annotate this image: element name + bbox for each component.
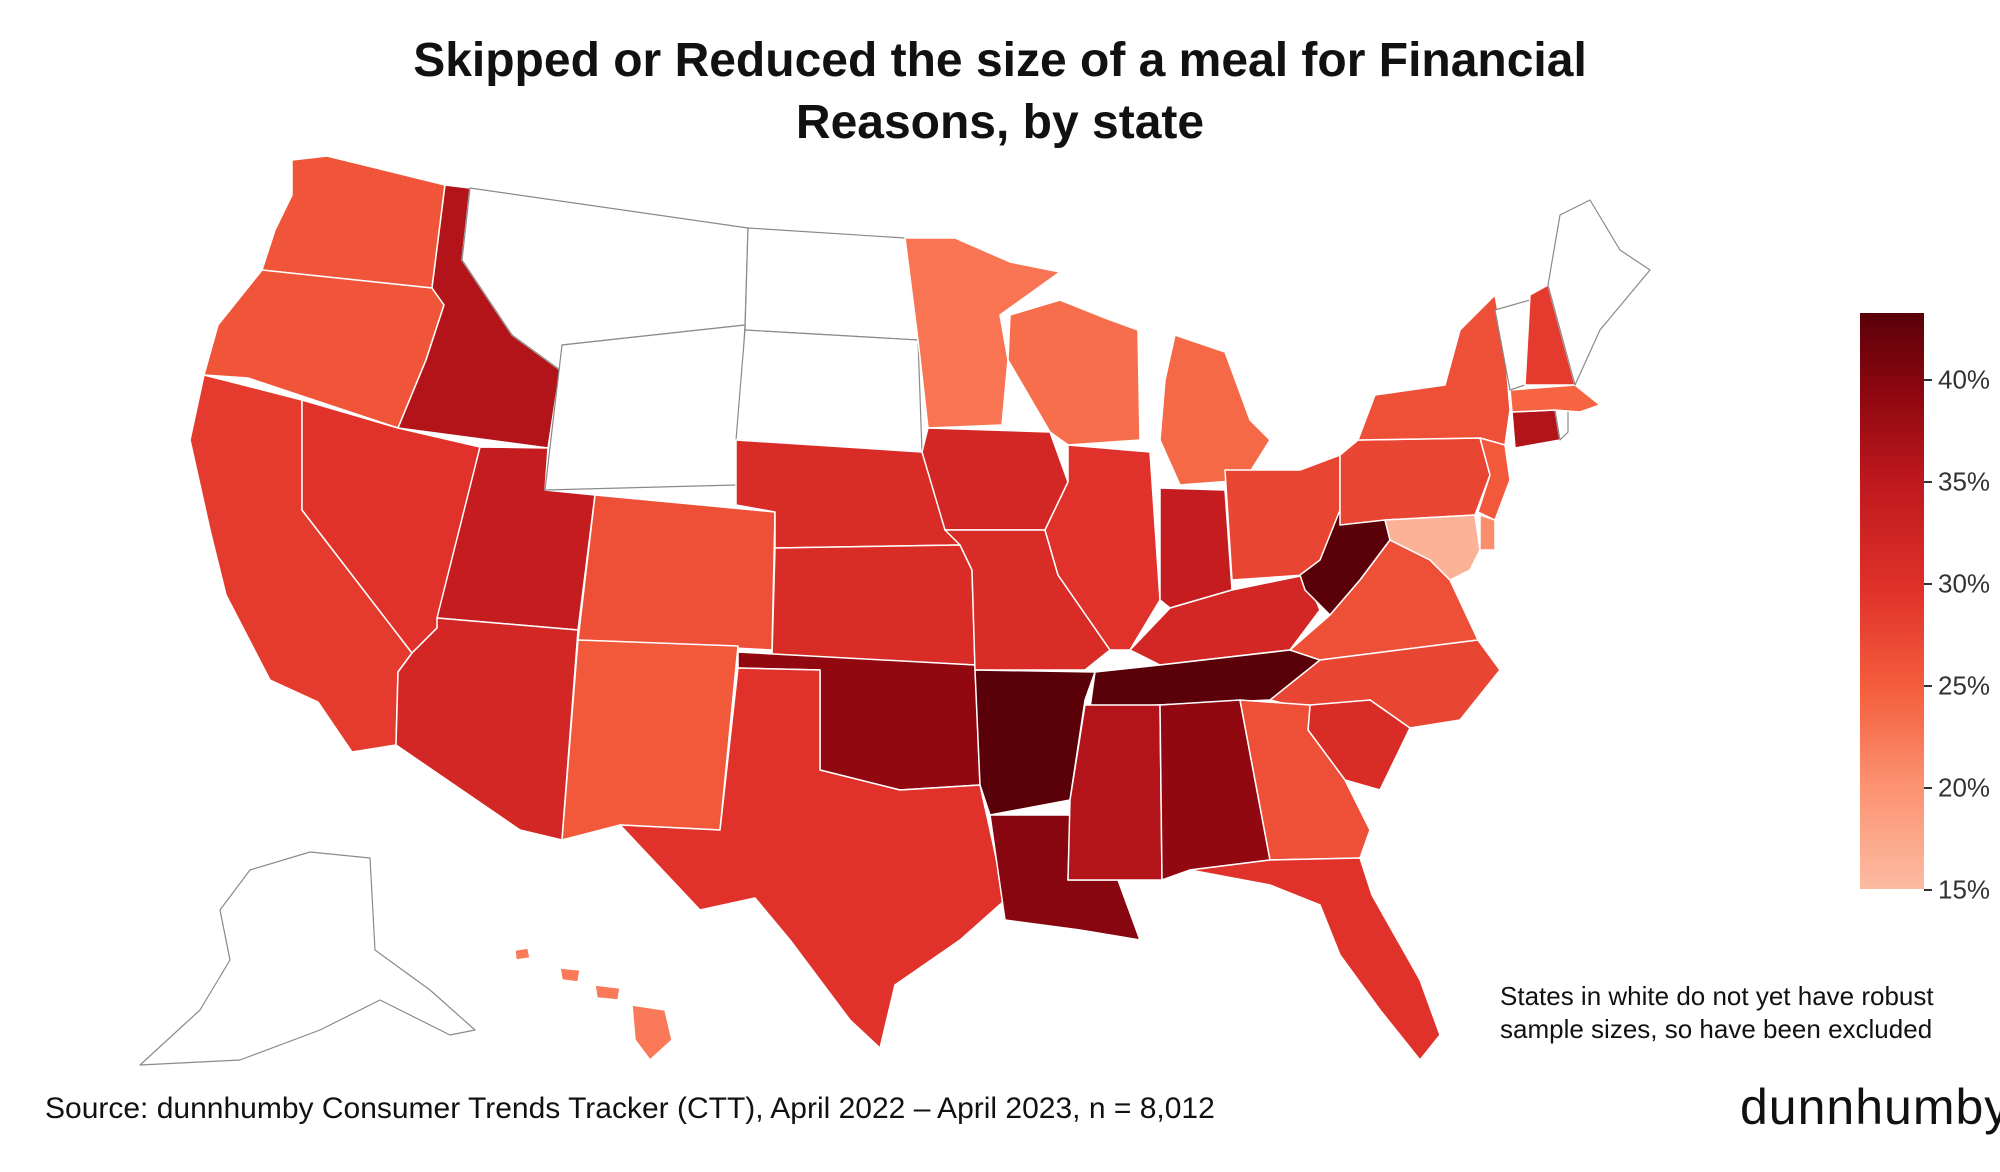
state-wa: [261, 155, 446, 289]
state-me: [1547, 199, 1651, 386]
state-wi: [1007, 299, 1141, 446]
title-line-2: Reasons, by state: [795, 96, 1205, 149]
state-nm: [561, 639, 739, 841]
state-ma: [1509, 384, 1601, 413]
legend-label-15: 15%: [1938, 874, 1991, 905]
state-ny: [1357, 294, 1511, 446]
note-line-2: sample sizes, so have been excluded: [1500, 1014, 1933, 1044]
state-hi: [514, 947, 673, 1061]
legend-label-25: 25%: [1938, 670, 1991, 701]
legend-tick-30: [1924, 583, 1932, 585]
legend-tick-40: [1924, 379, 1932, 381]
state-mn: [904, 237, 1061, 429]
legend-tick-15: [1924, 889, 1932, 891]
state-md: [1384, 514, 1481, 581]
state-fl: [1189, 857, 1441, 1061]
state-co: [577, 494, 776, 651]
state-ks: [771, 544, 976, 666]
legend-label-35: 35%: [1938, 466, 1991, 497]
state-ct: [1511, 409, 1561, 449]
state-az: [395, 617, 579, 841]
excluded-states-note: States in white do not yet have robust s…: [1500, 980, 1980, 1046]
map-title: Skipped or Reduced the size of a meal fo…: [0, 30, 2000, 154]
legend-label-30: 30%: [1938, 568, 1991, 599]
state-in: [1159, 487, 1233, 609]
legend-label-20: 20%: [1938, 772, 1991, 803]
state-de: [1479, 514, 1496, 551]
state-tx: [619, 667, 1006, 1049]
state-ak: [139, 851, 476, 1066]
source-caption: Source: dunnhumby Consumer Trends Tracke…: [45, 1092, 1215, 1125]
state-sd: [735, 329, 923, 453]
legend-color-bar: [1860, 313, 1924, 889]
state-nd: [744, 227, 919, 341]
title-line-1: Skipped or Reduced the size of a meal fo…: [413, 34, 1587, 87]
state-ia: [921, 427, 1069, 531]
legend-label-40: 40%: [1938, 364, 1991, 395]
brand-logo: dunnhumby: [1740, 1079, 2000, 1135]
state-wy: [544, 324, 746, 491]
state-mi: [1159, 334, 1271, 486]
legend-tick-20: [1924, 787, 1932, 789]
state-il: [1044, 444, 1161, 651]
state-ms: [1067, 704, 1163, 881]
note-line-1: States in white do not yet have robust: [1500, 981, 1934, 1011]
legend-tick-35: [1924, 481, 1932, 483]
legend-tick-25: [1924, 685, 1932, 687]
state-pa: [1339, 437, 1491, 526]
